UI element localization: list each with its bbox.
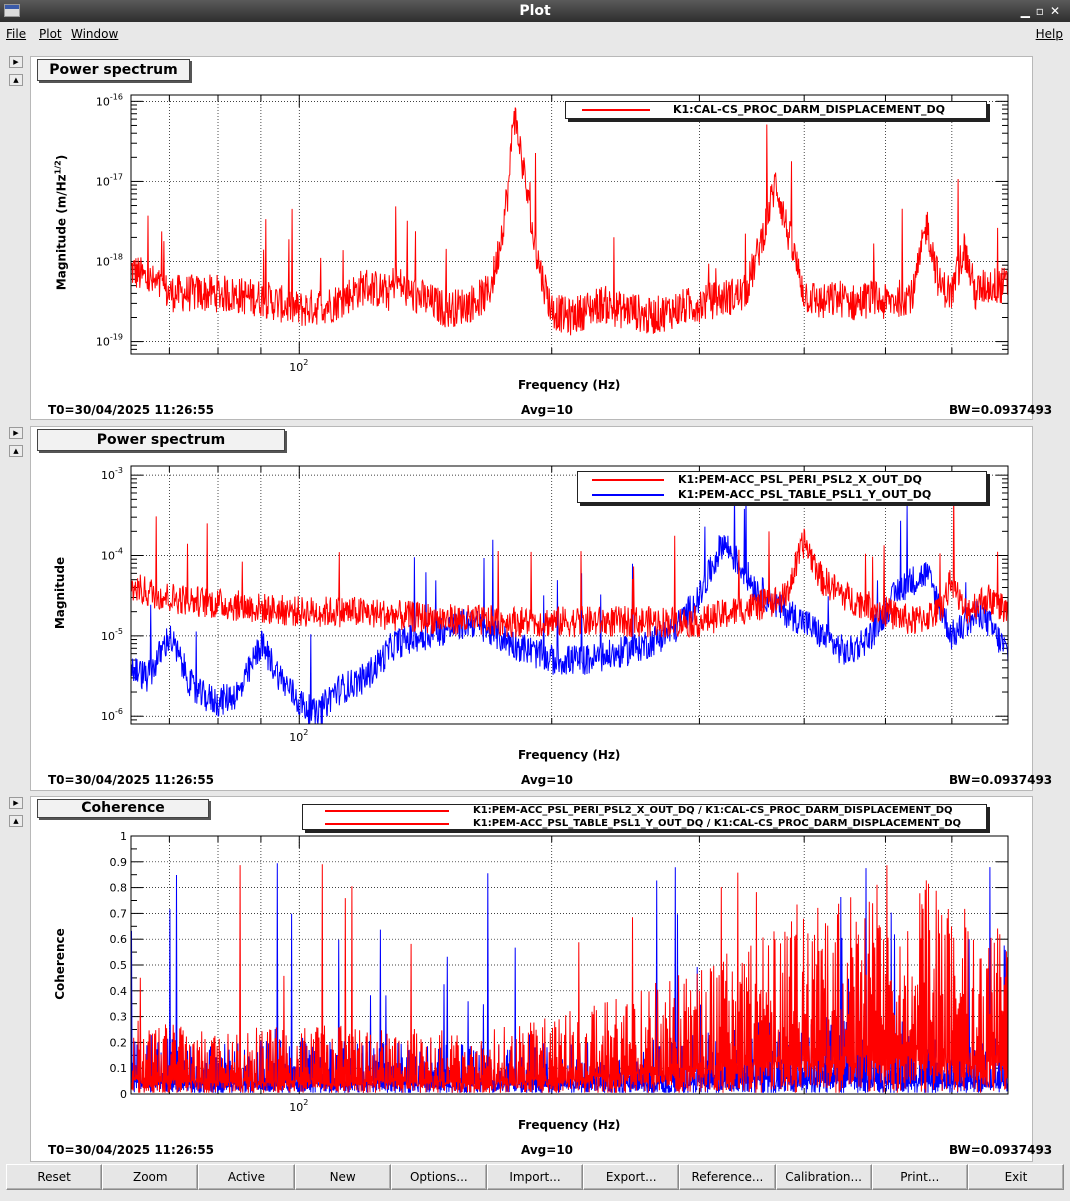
y-tick-label: 10-19 [96, 333, 123, 349]
x-tick-label: 102 [289, 1098, 308, 1114]
options-button[interactable]: Options... [390, 1164, 487, 1190]
legend-swatch-red [325, 810, 449, 812]
y-tick-label: 10-17 [96, 172, 123, 188]
series-line-red [131, 487, 1008, 639]
panel3-avg: Avg=10 [521, 1143, 574, 1157]
legend-label: K1:PEM-ACC_PSL_PERI_PSL2_X_OUT_DQ / K1:C… [473, 805, 953, 816]
legend-swatch-red [582, 109, 650, 111]
y-tick-label: 10-6 [101, 707, 123, 723]
panel2-title[interactable]: Power spectrum [37, 429, 285, 451]
panel1-t0: T0=30/04/2025 11:26:55 [48, 403, 215, 417]
y-tick-label: 1 [120, 830, 127, 843]
reset-button[interactable]: Reset [6, 1164, 103, 1190]
y-tick-label: 0 [120, 1088, 127, 1101]
legend-swatch-blue [592, 494, 664, 496]
series-line-blue [131, 491, 1008, 724]
import-button[interactable]: Import... [486, 1164, 584, 1190]
print-button[interactable]: Print... [871, 1164, 968, 1190]
plot-frame [130, 835, 1009, 1095]
new-button[interactable]: New [294, 1164, 391, 1190]
y-tick-label: 10-3 [101, 466, 123, 482]
legend-entry: K1:PEM-ACC_PSL_PERI_PSL2_X_OUT_DQ / K1:C… [303, 804, 986, 817]
panel1-legend[interactable]: K1:CAL-CS_PROC_DARM_DISPLACEMENT_DQ [565, 101, 987, 119]
menu-plot[interactable]: Plot [39, 27, 62, 41]
exit-button[interactable]: Exit [967, 1164, 1065, 1190]
export-button[interactable]: Export... [583, 1164, 680, 1190]
window-title: Plot [519, 3, 551, 19]
panel1-bw: BW=0.0937493 [949, 403, 1053, 417]
panel2-collapse-button[interactable]: ▲ [9, 445, 23, 457]
panel3-t0: T0=30/04/2025 11:26:55 [48, 1143, 215, 1157]
menu-window[interactable]: Window [71, 27, 119, 41]
y-tick-label: 0.6 [110, 933, 128, 946]
series-line-red [131, 864, 1008, 1093]
panel3-ylabel: Coherence [53, 928, 67, 1000]
panel1-title[interactable]: Power spectrum [37, 59, 190, 81]
panel1-xlabel: Frequency (Hz) [518, 378, 621, 392]
panel3-bw: BW=0.0937493 [949, 1143, 1053, 1157]
menubar: File Plot Window Help [0, 22, 1070, 46]
y-tick-label: 0.7 [110, 907, 128, 920]
chart-power-spectrum-1: 10-19 10-18 10-17 10-16 102 [96, 92, 1009, 374]
panel3-collapse-button[interactable]: ▲ [9, 815, 23, 827]
panel2-avg: Avg=10 [521, 773, 574, 787]
y-tick-label: 0.4 [110, 985, 128, 998]
panel3-expand-button[interactable]: ▶ [9, 797, 23, 809]
y-tick-label: 0.1 [110, 1062, 128, 1075]
legend-label: K1:PEM-ACC_PSL_PERI_PSL2_X_OUT_DQ [678, 473, 922, 486]
legend-label: K1:PEM-ACC_PSL_TABLE_PSL1_Y_OUT_DQ [678, 488, 932, 501]
button-bar: Reset Zoom Active New Options... Import.… [6, 1164, 1065, 1190]
y-tick-label: 10-4 [101, 547, 123, 563]
menu-help[interactable]: Help [1035, 27, 1063, 41]
panel1-avg: Avg=10 [521, 403, 574, 417]
calibration-button[interactable]: Calibration... [775, 1164, 872, 1190]
panel2-xlabel: Frequency (Hz) [518, 748, 621, 762]
legend-entry: K1:PEM-ACC_PSL_TABLE_PSL1_Y_OUT_DQ / K1:… [303, 817, 986, 830]
y-tick-label: 0.3 [110, 1011, 128, 1024]
plot-frame [130, 465, 1009, 725]
x-tick-label: 102 [289, 358, 308, 374]
panel1-expand-button[interactable]: ▶ [9, 56, 23, 68]
menu-file[interactable]: File [6, 27, 27, 41]
panel2-t0: T0=30/04/2025 11:26:55 [48, 773, 215, 787]
legend-entry: K1:CAL-CS_PROC_DARM_DISPLACEMENT_DQ [566, 103, 986, 117]
window-controls[interactable]: ▁▫✕ [1020, 4, 1066, 18]
zoom-button[interactable]: Zoom [102, 1164, 199, 1190]
panel2-bw: BW=0.0937493 [949, 773, 1053, 787]
x-tick-label: 102 [289, 728, 308, 744]
y-tick-label: 0.9 [110, 856, 128, 869]
reference-button[interactable]: Reference... [679, 1164, 776, 1190]
y-tick-label: 0.2 [110, 1036, 128, 1049]
plot-frame [130, 94, 1009, 355]
y-tick-label: 0.8 [110, 882, 128, 895]
panel3-title[interactable]: Coherence [37, 799, 209, 818]
y-tick-label: 10-5 [101, 627, 123, 643]
active-button[interactable]: Active [198, 1164, 295, 1190]
panel2-legend[interactable]: K1:PEM-ACC_PSL_PERI_PSL2_X_OUT_DQ K1:PEM… [577, 471, 987, 503]
y-tick-label: 10-16 [96, 92, 123, 108]
series-line-red [131, 107, 1008, 336]
panel3-legend[interactable]: K1:PEM-ACC_PSL_PERI_PSL2_X_OUT_DQ / K1:C… [302, 804, 987, 830]
chart-coherence: 0 0.1 0.2 0.3 0.4 0.5 0.6 0.7 0.8 0.9 1 102 [110, 830, 1009, 1114]
window-icon[interactable] [4, 4, 20, 17]
window-titlebar: Plot ▁▫✕ [0, 0, 1070, 22]
legend-label: K1:PEM-ACC_PSL_TABLE_PSL1_Y_OUT_DQ / K1:… [473, 818, 962, 829]
chart-power-spectrum-2: 10-6 10-5 10-4 10-3 102 [101, 465, 1009, 744]
legend-label: K1:CAL-CS_PROC_DARM_DISPLACEMENT_DQ [673, 103, 945, 116]
legend-entry: K1:PEM-ACC_PSL_TABLE_PSL1_Y_OUT_DQ [578, 488, 986, 502]
legend-entry: K1:PEM-ACC_PSL_PERI_PSL2_X_OUT_DQ [578, 473, 986, 487]
y-tick-label: 0.5 [110, 959, 128, 972]
panel2-expand-button[interactable]: ▶ [9, 427, 23, 439]
legend-swatch-red [592, 479, 664, 481]
y-tick-label: 10-18 [96, 253, 123, 269]
legend-swatch-red [325, 823, 449, 825]
panel1-collapse-button[interactable]: ▲ [9, 74, 23, 86]
panel3-xlabel: Frequency (Hz) [518, 1118, 621, 1132]
